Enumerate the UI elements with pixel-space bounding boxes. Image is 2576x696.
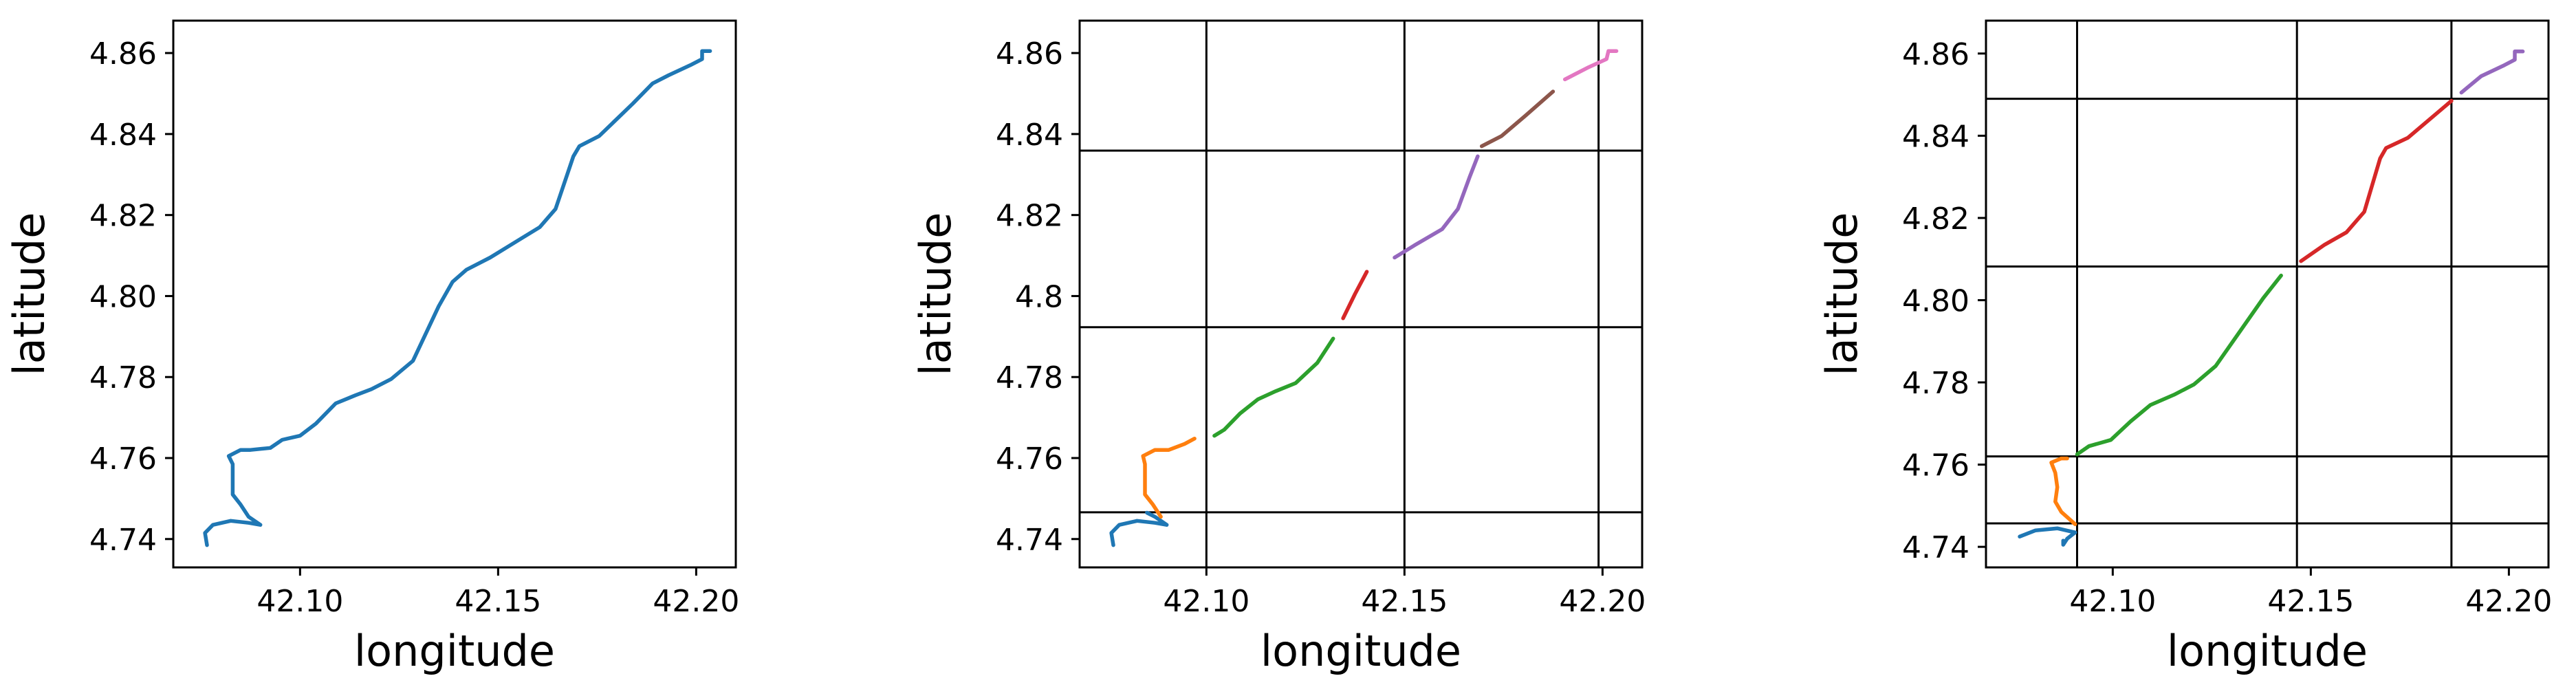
series-line-track [203,49,712,547]
axes-frame [1985,19,2550,569]
x-tick-label: 42.10 [1163,584,1249,619]
x-tick-label: 42.10 [256,584,343,619]
axes-frame [1078,19,1644,569]
y-tick-label: 4.80 [1902,283,1969,318]
y-tick-label: 4.84 [996,118,1063,153]
plot-area [203,49,712,547]
y-tick-label: 4.80 [89,279,157,314]
x-axis-label: longitude [1260,626,1461,676]
chart-panel-1: 42.10 42.15 42.20 4.74 4.76 4.78 4.80 4.82 4.84 4… [4,19,739,676]
series-line-segment-5 [2459,50,2525,95]
y-tick-label: 4.78 [996,360,1063,395]
y-tick-label: 4.78 [1902,366,1969,401]
series-line-segment-2 [1141,436,1197,519]
y-axis-label: latitude [4,213,54,376]
series-line-segment-7 [1562,49,1619,82]
series-line-segment-1 [2018,526,2077,547]
x-tick-label: 42.15 [2267,584,2354,619]
x-axis-label: longitude [354,626,555,676]
series-line-segment-3 [2075,273,2283,457]
series-line-segment-6 [1479,89,1556,149]
y-tick-label: 4.76 [89,442,157,477]
series-line-segment-4 [2299,98,2454,263]
y-axis-label: latitude [910,213,961,376]
x-tick-label: 42.20 [653,584,739,619]
y-tick-label: 4.74 [89,523,157,558]
y-tick-label: 4.84 [1902,119,1969,154]
y-tick-label: 4.86 [89,36,157,72]
y-tick-label: 4.74 [1902,530,1969,565]
plot-area [1080,21,1642,567]
y-tick-label: 4.82 [996,199,1063,234]
x-tick-label: 42.20 [1559,584,1646,619]
axes-frame [172,19,737,569]
series-line-segment-1 [1109,510,1169,547]
y-axis-label: latitude [1817,213,1867,376]
series-line-segment-4 [1341,270,1369,320]
y-tick-label: 4.78 [89,360,157,395]
y-tick-label: 4.86 [996,36,1063,72]
x-tick-label: 42.15 [1361,584,1448,619]
y-tick-label: 4.8 [1015,279,1063,314]
chart-panel-2: 42.10 42.15 42.20 4.74 4.76 4.78 4.8 4.82 4.84 4.… [910,19,1646,676]
x-tick-label: 42.20 [2465,584,2552,619]
y-tick-label: 4.86 [1902,37,1969,72]
x-tick-label: 42.10 [2069,584,2156,619]
y-tick-label: 4.76 [996,442,1063,477]
series-line-segment-2 [2049,456,2077,526]
x-tick-label: 42.15 [455,584,541,619]
x-axis-label: longitude [2167,626,2368,676]
series-line-segment-5 [1393,154,1480,260]
series-line-segment-3 [1212,336,1335,438]
y-tick-label: 4.74 [996,523,1063,558]
y-tick-label: 4.82 [1902,202,1969,237]
chart-panel-3: 42.10 42.15 42.20 4.74 4.76 4.78 4.80 4.82 4.84 4… [1817,19,2552,676]
y-tick-label: 4.82 [89,199,157,234]
plot-area [1986,21,2548,567]
y-tick-label: 4.76 [1902,448,1969,483]
y-tick-label: 4.84 [89,118,157,153]
